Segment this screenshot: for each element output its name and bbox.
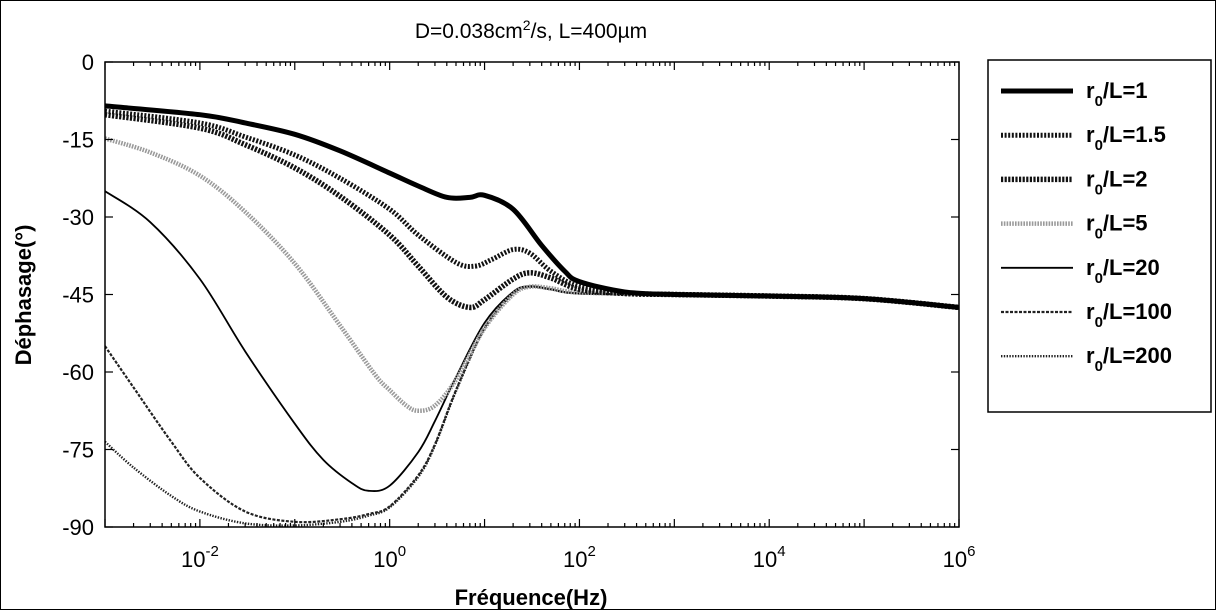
series-line	[105, 108, 959, 310]
y-axis-label: Déphasage(°)	[11, 225, 36, 366]
x-tick-label: 104	[753, 543, 786, 572]
series-line	[105, 111, 959, 311]
series-line	[105, 285, 959, 524]
legend-label: r0/L=100	[1086, 299, 1172, 331]
x-axis-label: Fréquence(Hz)	[455, 585, 608, 610]
series-layer	[105, 103, 959, 527]
legend-box	[987, 59, 1212, 413]
x-tick-label: 100	[373, 543, 406, 572]
y-tick-label: -90	[62, 515, 94, 540]
x-tick-label: 10-2	[181, 543, 219, 572]
legend-label: r0/L=2	[1086, 166, 1148, 198]
legend-label: r0/L=1	[1086, 78, 1148, 110]
legend-label: r0/L=5	[1086, 211, 1148, 243]
legend-label: r0/L=200	[1086, 343, 1172, 375]
y-tick-label: -15	[62, 128, 94, 153]
y-tick-label: -30	[62, 205, 94, 230]
x-tick-label: 106	[943, 543, 976, 572]
legend-label: r0/L=20	[1086, 255, 1160, 287]
series-line	[105, 103, 959, 310]
y-tick-label: -75	[62, 438, 94, 463]
y-axis: 0 -15 -30 -45 -60 -75 -90	[62, 50, 959, 540]
x-axis: 10-2 100 102 104 106	[104, 62, 976, 572]
series-line	[105, 285, 959, 527]
x-tick-label: 102	[563, 543, 596, 572]
legend: r0/L=1 r0/L=1.5 r0/L=2 r0/L=5 r0/L=20 r0/L=10…	[987, 59, 1212, 413]
y-tick-label: -45	[62, 283, 94, 308]
chart-title: D=0.038cm2/s, L=400µm	[415, 17, 647, 43]
y-tick-label: -60	[62, 360, 94, 385]
y-tick-label: 0	[82, 50, 94, 75]
legend-label: r0/L=1.5	[1086, 122, 1166, 154]
